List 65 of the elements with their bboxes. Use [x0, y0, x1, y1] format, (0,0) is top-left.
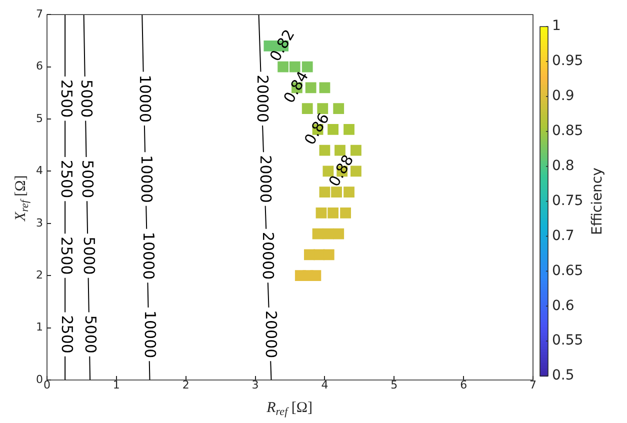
text: 20000	[254, 74, 272, 122]
text: 20000	[259, 232, 278, 280]
point	[344, 186, 354, 198]
color-bar-label: 0.5	[552, 368, 574, 384]
text: 10000	[140, 310, 159, 358]
y-tick-label: 1	[36, 320, 43, 334]
y-tick-label: 6	[36, 60, 43, 73]
point	[333, 228, 344, 240]
point	[310, 270, 322, 282]
color-bar-label: 0.7	[552, 228, 574, 244]
text: 5000	[78, 160, 97, 198]
text: 2500	[58, 236, 76, 275]
point	[344, 124, 354, 135]
point	[319, 144, 330, 156]
point	[289, 61, 300, 72]
point	[319, 186, 330, 198]
text: 5000	[77, 80, 96, 118]
text: 20000	[256, 155, 274, 203]
x-tick-label: 4	[321, 378, 328, 392]
color-bar-title: Efficiency	[590, 168, 606, 236]
x-tick-label: 2	[182, 378, 190, 392]
color-bar-label: 0.65	[552, 262, 584, 279]
point	[350, 144, 362, 156]
text: 2500	[57, 160, 76, 198]
point	[328, 208, 338, 218]
color-bar-label: 0.55	[552, 332, 584, 349]
text: 10000	[139, 232, 158, 280]
point	[316, 208, 327, 218]
color-bar-label: 0.75	[552, 192, 584, 209]
text: 5000	[80, 236, 98, 275]
x-tick-label: 3	[252, 378, 259, 392]
point	[322, 228, 334, 240]
x-tick-label: 5	[390, 378, 398, 392]
x-tick-label: 7	[530, 378, 536, 392]
x-tick-label: 6	[460, 378, 468, 392]
y-tick-label: 4	[36, 164, 43, 178]
y-tick-label: 2	[36, 268, 43, 282]
color-bar-label: 1	[552, 18, 561, 34]
point	[312, 228, 324, 240]
color-bar-label: 0.6	[552, 298, 574, 314]
point	[328, 124, 338, 135]
x-tick-label: 1	[112, 378, 120, 392]
point	[302, 61, 313, 72]
point	[331, 186, 342, 198]
color-bar-label: 0.95	[552, 53, 584, 70]
color-bar-label: 0.85	[552, 123, 584, 140]
point	[323, 249, 334, 260]
color-bar-label: 0.9	[552, 88, 574, 104]
y-axis-title: Xref [Ω]	[12, 175, 31, 222]
text: 10000	[136, 74, 154, 122]
point	[333, 103, 344, 114]
text: 10000	[138, 155, 156, 203]
point	[319, 82, 330, 94]
point	[340, 208, 351, 218]
y-tick-label: 3	[36, 216, 43, 230]
y-tick-label: 7	[36, 7, 43, 20]
text: 5000	[81, 315, 100, 354]
point	[278, 61, 289, 72]
color-bar-label: 0.8	[552, 158, 574, 174]
point	[302, 103, 313, 114]
text: 2500	[58, 315, 76, 354]
text: 2500	[57, 80, 76, 118]
point	[334, 144, 346, 156]
y-tick-label: 5	[36, 112, 43, 125]
text: 20000	[262, 310, 280, 358]
